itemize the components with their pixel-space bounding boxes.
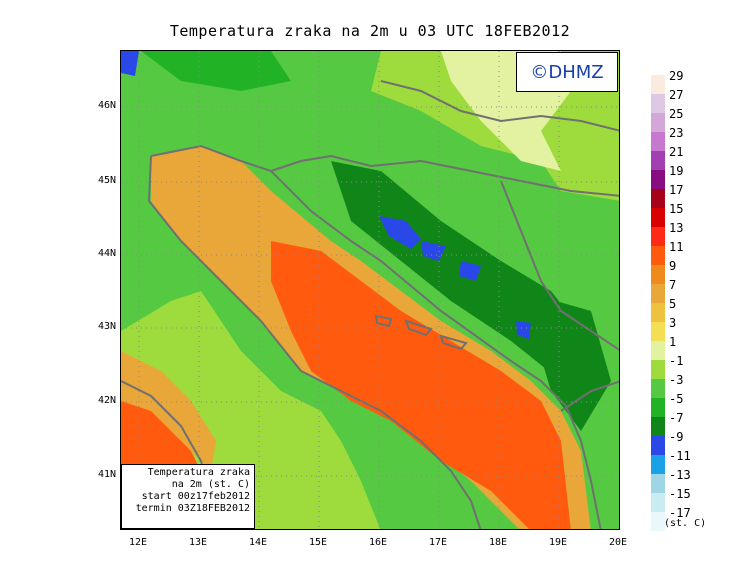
lon-label-16e: 16E (368, 537, 388, 548)
lat-label-41n: 41N (97, 469, 116, 480)
legend-units: (st. C) (664, 518, 707, 529)
legend-label: 7 (669, 278, 677, 292)
info-box: Temperatura zraka na 2m (st. C) start 00… (121, 464, 255, 529)
cold-patch-velebit (421, 241, 446, 261)
legend-swatch (651, 170, 665, 189)
montenegro-dark-green (521, 291, 611, 431)
legend-label: 17 (669, 183, 684, 197)
legend-swatch (651, 284, 665, 303)
cold-patch-lika (379, 216, 421, 249)
legend-swatch (651, 303, 665, 322)
legend-label: 25 (669, 107, 684, 121)
coastline-east (150, 144, 602, 529)
legend-label: 13 (669, 221, 684, 235)
legend-label: -9 (669, 430, 684, 444)
legend-swatch (651, 151, 665, 170)
legend-swatch (651, 227, 665, 246)
legend-label: -3 (669, 373, 684, 387)
legend-swatch (651, 113, 665, 132)
cold-patch-montenegro (516, 321, 531, 339)
legend-swatch (651, 322, 665, 341)
lat-label-44n: 44N (97, 248, 116, 259)
lon-label-13e: 13E (188, 537, 208, 548)
legend-label: 15 (669, 202, 684, 216)
legend-label: -7 (669, 411, 684, 425)
border-bosnia-serbia (500, 180, 619, 351)
info-line-3: start 00z17feb2012 (141, 491, 250, 502)
legend-swatch (651, 208, 665, 227)
island-1 (374, 314, 393, 328)
dhmz-logo: ©DHMZ (516, 52, 618, 92)
legend-label: -17 (669, 506, 691, 520)
cold-patch-bosnia (459, 261, 481, 281)
border-north (270, 154, 619, 197)
map-title: Temperatura zraka na 2m u 03 UTC 18FEB20… (169, 22, 571, 40)
legend-swatch (651, 246, 665, 265)
legend-label: 21 (669, 145, 684, 159)
lon-label-14e: 14E (248, 537, 268, 548)
map-svg (121, 51, 619, 529)
temperature-map (120, 50, 620, 530)
alps-dark-green (141, 51, 291, 91)
info-line-1: Temperatura zraka (147, 467, 250, 478)
graticule (121, 51, 619, 529)
legend-label: 29 (669, 69, 684, 83)
legend-swatch (651, 360, 665, 379)
legend-label: 1 (669, 335, 677, 349)
lat-label-46n: 46N (97, 100, 116, 111)
legend-swatch (651, 189, 665, 208)
legend-swatch (651, 417, 665, 436)
legend-swatch (651, 379, 665, 398)
cold-patch-alps (121, 51, 139, 76)
tyrrhenian-sea-warm (121, 351, 216, 471)
legend-label: 23 (669, 126, 684, 140)
island-3 (439, 334, 468, 351)
legend-label: 27 (669, 88, 684, 102)
info-line-2: na 2m (st. C) (171, 479, 250, 490)
coastline-west (147, 155, 482, 529)
legend-label: -15 (669, 487, 691, 501)
legend-swatch (651, 265, 665, 284)
legend-label: 3 (669, 316, 677, 330)
legend-swatch (651, 398, 665, 417)
legend-label: -11 (669, 449, 691, 463)
legend-label: 5 (669, 297, 677, 311)
legend-swatch (651, 474, 665, 493)
legend-label: -1 (669, 354, 684, 368)
lon-label-20e: 20E (608, 537, 628, 548)
border-montenegro (560, 380, 619, 412)
info-line-4: termin 03Z18FEB2012 (135, 503, 250, 514)
legend-swatch (651, 436, 665, 455)
legend-swatch (651, 75, 665, 94)
legend-swatch (651, 341, 665, 360)
legend-label: 19 (669, 164, 684, 178)
lat-label-42n: 42N (97, 395, 116, 406)
lon-label-17e: 17E (428, 537, 448, 548)
lon-label-18e: 18E (488, 537, 508, 548)
lat-label-45n: 45N (97, 175, 116, 186)
island-2 (404, 319, 433, 337)
legend-swatch (651, 132, 665, 151)
legend-label: -5 (669, 392, 684, 406)
legend-swatch (651, 455, 665, 474)
legend-swatch (651, 94, 665, 113)
lon-label-15e: 15E (308, 537, 328, 548)
lon-label-12e: 12E (128, 537, 148, 548)
legend-swatch (651, 493, 665, 512)
legend-label: 11 (669, 240, 684, 254)
lon-label-19e: 19E (548, 537, 568, 548)
legend-label: -13 (669, 468, 691, 482)
border-hungary (380, 80, 619, 132)
legend-label: 9 (669, 259, 677, 273)
legend-swatch (651, 512, 665, 531)
lat-label-43n: 43N (97, 321, 116, 332)
adriatic-sea-hot (271, 241, 571, 529)
